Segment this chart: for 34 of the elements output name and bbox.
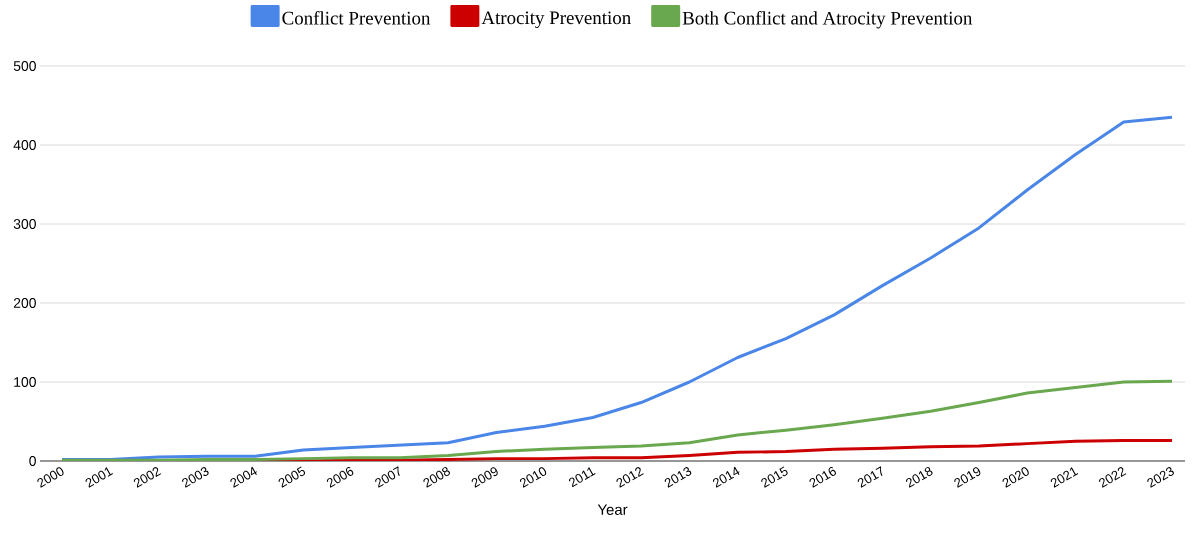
x-tick-label: 2006 bbox=[326, 467, 354, 488]
x-tick-label: 2003 bbox=[182, 467, 209, 488]
x-tick-label: 2016 bbox=[809, 467, 836, 488]
legend-label: Conflict Prevention bbox=[282, 11, 431, 25]
x-tick-label: 2015 bbox=[761, 466, 788, 488]
y-tick-label: 500 bbox=[13, 61, 36, 71]
legend-label: Atrocity Prevention bbox=[481, 11, 631, 29]
x-tick-label: 2002 bbox=[133, 467, 162, 488]
x-tick-label: 2022 bbox=[1099, 467, 1127, 488]
y-tick-label: 400 bbox=[13, 140, 36, 150]
y-tick-label: 0 bbox=[29, 456, 36, 466]
x-tick-label: 2007 bbox=[375, 466, 400, 488]
x-tick-label: 2001 bbox=[85, 467, 113, 488]
x-tick-label: 2019 bbox=[954, 467, 981, 488]
y-tick-label: 300 bbox=[13, 219, 36, 229]
legend-label: Both Conflict and Atrocity Prevention bbox=[682, 11, 973, 29]
x-tick-label: 2018 bbox=[906, 467, 933, 488]
x-tick-label: 2005 bbox=[278, 466, 306, 488]
y-tick-label: 200 bbox=[13, 298, 36, 308]
x-tick-label: 2009 bbox=[471, 467, 498, 488]
x-tick-label: 2011 bbox=[569, 467, 596, 488]
x-tick-label: 2017 bbox=[857, 466, 883, 488]
x-tick-label: 2004 bbox=[230, 466, 257, 488]
x-tick-label: 2021 bbox=[1050, 467, 1079, 488]
x-tick-label: 2014 bbox=[712, 466, 740, 488]
x-tick-label: 2020 bbox=[1002, 467, 1029, 488]
x-tick-label: 2000 bbox=[37, 467, 64, 488]
y-tick-label: 100 bbox=[14, 377, 36, 387]
x-tick-label: 2012 bbox=[616, 467, 644, 488]
x-tick-label: 2010 bbox=[519, 467, 547, 488]
x-tick-label: 2013 bbox=[664, 467, 692, 488]
x-axis-title: Year bbox=[597, 504, 628, 515]
x-tick-label: 2023 bbox=[1147, 467, 1174, 488]
x-tick-label: 2008 bbox=[423, 467, 450, 488]
